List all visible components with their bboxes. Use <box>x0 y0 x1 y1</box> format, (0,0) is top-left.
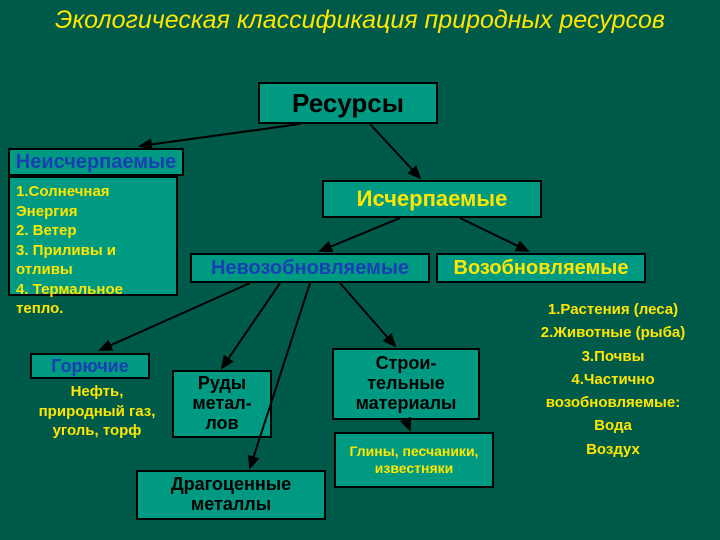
node-building: Строи-тельные материалы <box>332 348 480 420</box>
node-renewable: Возобновляемые <box>436 253 646 283</box>
inex-item-1: 1.Солнечная Энергия <box>16 182 170 221</box>
node-nonrenewable-label: Невозобновляемые <box>211 257 409 280</box>
node-combustible: Горючие <box>30 353 150 379</box>
inexhaustible-list: 1.Солнечная Энергия 2. Ветер 3. Приливы … <box>16 182 170 319</box>
node-inexhaustible-label: Неисчерпаемые <box>16 151 176 174</box>
node-ores: Руды метал-лов <box>172 370 272 438</box>
node-root: Ресурсы <box>258 82 438 124</box>
node-renewable-label: Возобновляемые <box>454 257 629 280</box>
ren-item-3: 3.Почвы <box>508 345 718 368</box>
node-exhaustible-label: Исчерпаемые <box>357 186 508 212</box>
node-nonrenewable: Невозобновляемые <box>190 253 430 283</box>
ren-item-6: Воздух <box>508 438 718 461</box>
ren-item-5: Вода <box>508 414 718 437</box>
ren-item-2: 2.Животные (рыба) <box>508 321 718 344</box>
renewable-list: 1.Растения (леса) 2.Животные (рыба) 3.По… <box>508 298 718 461</box>
node-root-label: Ресурсы <box>292 88 404 119</box>
inex-item-4: 4. Термальное тепло. <box>16 280 170 319</box>
node-precious: Драгоценные металлы <box>136 470 326 520</box>
node-combustible-label: Горючие <box>51 356 129 377</box>
combustible-sub: Нефть, природный газ, уголь, торф <box>32 382 162 441</box>
combustible-sub-text: Нефть, природный газ, уголь, торф <box>39 383 156 439</box>
ren-item-1: 1.Растения (леса) <box>508 298 718 321</box>
node-ores-label: Руды метал-лов <box>180 374 264 433</box>
node-precious-label: Драгоценные металлы <box>144 475 318 515</box>
node-inexhaustible: Неисчерпаемые <box>8 148 184 176</box>
building-sub-text: Глины, песчаники, известняки <box>342 443 486 477</box>
building-sub: Глины, песчаники, известняки <box>334 432 494 488</box>
node-exhaustible: Исчерпаемые <box>322 180 542 218</box>
node-building-label: Строи-тельные материалы <box>340 354 472 413</box>
inex-item-3: 3. Приливы и отливы <box>16 241 170 280</box>
page-title: Экологическая классификация природных ре… <box>0 0 720 35</box>
inexhaustible-list-box: 1.Солнечная Энергия 2. Ветер 3. Приливы … <box>8 176 178 296</box>
inex-item-2: 2. Ветер <box>16 221 170 241</box>
ren-item-4: 4.Частично возобновляемые: <box>508 368 718 415</box>
